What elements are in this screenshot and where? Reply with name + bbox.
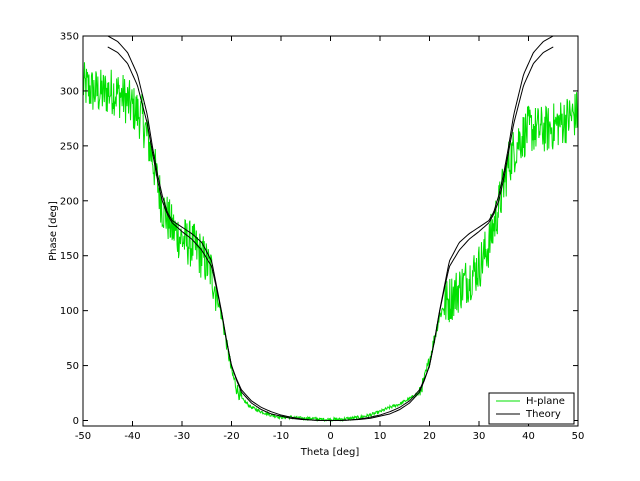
- x-tick-label: 20: [423, 431, 436, 442]
- y-tick-label: 250: [60, 141, 79, 152]
- x-tick-label: -50: [75, 431, 91, 442]
- series-line-2: [107, 36, 554, 422]
- x-tick-label: -30: [174, 431, 190, 442]
- axes-frame: [82, 35, 579, 427]
- y-tick-label: 350: [60, 32, 79, 43]
- x-axis-label: Theta [deg]: [300, 447, 360, 458]
- legend-label-theory: Theory: [525, 409, 561, 420]
- y-tick-label: 300: [60, 86, 79, 97]
- x-tick-label: 40: [522, 431, 535, 442]
- x-tick-label: -10: [273, 431, 289, 442]
- x-tick-label: -40: [124, 431, 140, 442]
- y-tick-label: 150: [60, 251, 79, 262]
- y-tick-label: 200: [60, 196, 79, 207]
- legend: H-plane Theory: [488, 392, 575, 425]
- x-tick-label: 30: [473, 431, 486, 442]
- legend-box: [488, 392, 575, 425]
- x-tick-label: 50: [572, 431, 585, 442]
- y-axis: 0 50 100 150 200 250 300 350: [60, 32, 578, 427]
- y-tick-label: 0: [73, 416, 79, 427]
- plot-content: [83, 36, 578, 423]
- x-axis: -50 -40 -30 -20 -10 0 10 20 30 40 50: [75, 36, 585, 442]
- series-line-0: [83, 62, 578, 423]
- y-tick-label: 100: [60, 306, 79, 317]
- x-tick-label: -20: [223, 431, 239, 442]
- x-tick-label: 10: [374, 431, 387, 442]
- legend-label-h-plane: H-plane: [526, 396, 565, 407]
- y-axis-label: Phase [deg]: [48, 201, 59, 261]
- x-tick-label: 0: [327, 431, 333, 442]
- y-tick-label: 50: [66, 361, 79, 372]
